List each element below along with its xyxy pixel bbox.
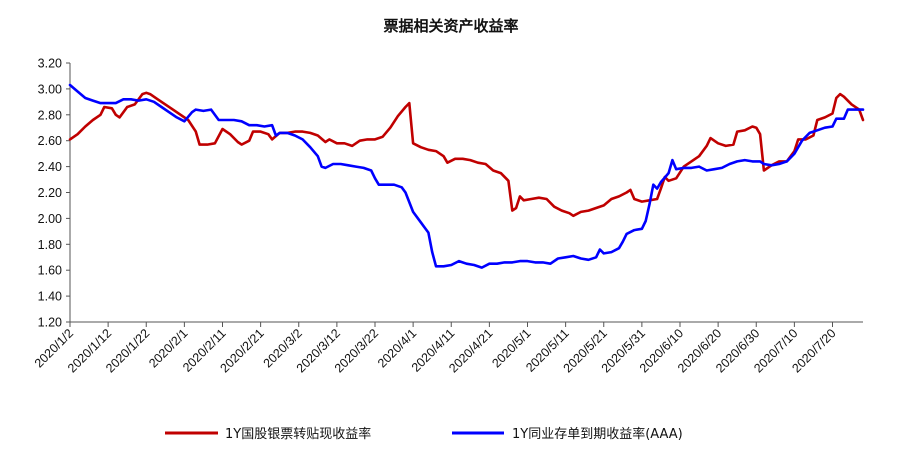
chart-title: 票据相关资产收益率	[383, 17, 518, 35]
series-line-red	[68, 91, 865, 218]
y-tick-label: 2.60	[38, 134, 62, 148]
y-tick-label: 2.20	[38, 186, 62, 200]
y-tick-label: 2.40	[38, 160, 62, 174]
legend-label-blue: 1Y同业存单到期收益率(AAA)	[512, 426, 683, 442]
y-tick-label: 1.40	[38, 290, 62, 304]
legend: 1Y国股银票转贴现收益率 1Y同业存单到期收益率(AAA)	[165, 426, 683, 442]
y-tick-label: 2.80	[38, 108, 62, 122]
plot-area: 1.20 1.40 1.60 1.80 2.00 2.20 2.40 2.60 2.80 3.00…	[32, 57, 865, 375]
y-tick-label: 1.80	[38, 238, 62, 252]
series-line-blue	[68, 83, 865, 269]
y-tick-label: 3.00	[38, 82, 62, 96]
y-tick-label: 2.00	[38, 212, 62, 226]
legend-label-red: 1Y国股银票转贴现收益率	[225, 426, 371, 442]
legend-entry-blue: 1Y同业存单到期收益率(AAA)	[452, 426, 683, 442]
y-tick-label: 1.20	[38, 316, 62, 330]
y-tick-label: 1.60	[38, 264, 62, 278]
y-tick-label: 3.20	[38, 57, 62, 71]
legend-entry-red: 1Y国股银票转贴现收益率	[165, 426, 371, 442]
